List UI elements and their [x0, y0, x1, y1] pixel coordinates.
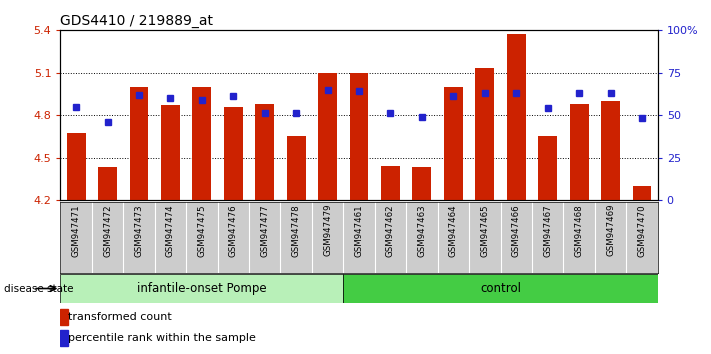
Text: GSM947477: GSM947477 — [260, 204, 269, 257]
Bar — [224, 107, 242, 200]
Text: GSM947467: GSM947467 — [543, 204, 552, 257]
Text: infantile-onset Pompe: infantile-onset Pompe — [137, 282, 267, 295]
Text: GSM947471: GSM947471 — [72, 204, 80, 257]
Bar — [507, 34, 525, 200]
Text: GSM947466: GSM947466 — [512, 204, 520, 257]
Bar — [67, 133, 85, 200]
Bar — [381, 166, 400, 200]
Bar — [161, 105, 180, 200]
Bar — [444, 87, 463, 200]
Bar — [60, 309, 68, 325]
Bar — [319, 73, 337, 200]
Text: GSM947463: GSM947463 — [417, 204, 427, 257]
Bar — [193, 87, 211, 200]
Bar — [287, 136, 306, 200]
Bar — [60, 274, 343, 303]
Text: percentile rank within the sample: percentile rank within the sample — [68, 333, 257, 343]
Bar — [255, 104, 274, 200]
Text: GSM947461: GSM947461 — [355, 204, 363, 257]
Text: GDS4410 / 219889_at: GDS4410 / 219889_at — [60, 14, 213, 28]
Bar — [412, 167, 432, 200]
Bar — [343, 274, 658, 303]
Text: GSM947472: GSM947472 — [103, 204, 112, 257]
Bar — [350, 73, 368, 200]
Bar — [98, 167, 117, 200]
Bar — [633, 186, 651, 200]
Text: GSM947468: GSM947468 — [574, 204, 584, 257]
Bar — [601, 101, 620, 200]
Text: control: control — [480, 282, 521, 295]
Bar — [476, 68, 494, 200]
Text: GSM947478: GSM947478 — [292, 204, 301, 257]
Text: GSM947475: GSM947475 — [198, 204, 206, 257]
Text: GSM947462: GSM947462 — [386, 204, 395, 257]
Bar — [129, 87, 149, 200]
Text: GSM947473: GSM947473 — [134, 204, 144, 257]
Text: GSM947470: GSM947470 — [638, 204, 646, 257]
Text: GSM947465: GSM947465 — [481, 204, 489, 257]
Text: GSM947476: GSM947476 — [229, 204, 237, 257]
Text: disease state: disease state — [4, 284, 73, 293]
Bar — [538, 136, 557, 200]
Bar — [60, 330, 68, 346]
Text: GSM947474: GSM947474 — [166, 204, 175, 257]
Text: transformed count: transformed count — [68, 312, 172, 322]
Text: GSM947469: GSM947469 — [606, 204, 615, 256]
Bar — [570, 104, 589, 200]
Text: GSM947464: GSM947464 — [449, 204, 458, 257]
Text: GSM947479: GSM947479 — [323, 204, 332, 256]
